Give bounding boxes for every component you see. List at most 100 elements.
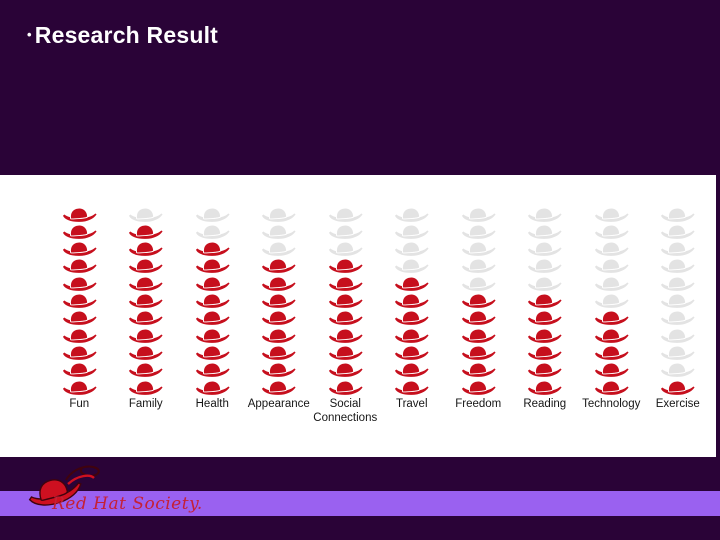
empty-hat-icon	[593, 291, 630, 308]
hat-stack	[260, 205, 297, 395]
chart-column: Health	[179, 205, 246, 412]
empty-hat-icon	[327, 240, 364, 257]
category-label: Appearance	[247, 398, 310, 411]
red-hat-icon	[260, 378, 297, 395]
empty-hat-icon	[593, 257, 630, 274]
empty-hat-icon	[593, 222, 630, 239]
red-hat-icon	[127, 240, 164, 257]
red-hat-icon	[127, 222, 164, 239]
category-label: Freedom	[455, 398, 502, 411]
category-label: Reading	[523, 398, 567, 411]
red-hat-icon	[593, 361, 630, 378]
red-hat-icon	[327, 291, 364, 308]
hat-stack	[393, 205, 430, 395]
red-hat-icon	[127, 257, 164, 274]
empty-hat-icon	[460, 257, 497, 274]
empty-hat-icon	[127, 205, 164, 222]
red-hat-icon	[61, 326, 98, 343]
category-label: Technology	[582, 398, 641, 411]
empty-hat-icon	[393, 222, 430, 239]
red-hat-icon	[127, 378, 164, 395]
empty-hat-icon	[659, 309, 696, 326]
red-hat-icon	[393, 378, 430, 395]
slide-title: • Research Result	[27, 22, 218, 49]
empty-hat-icon	[659, 326, 696, 343]
red-hat-icon	[393, 343, 430, 360]
empty-hat-icon	[526, 222, 563, 239]
red-hat-icon	[593, 326, 630, 343]
category-label: Fun	[69, 398, 90, 411]
empty-hat-icon	[659, 240, 696, 257]
red-hat-icon	[127, 326, 164, 343]
category-label: Travel	[395, 398, 428, 411]
slide-title-text: Research Result	[34, 22, 219, 48]
red-hat-icon	[61, 343, 98, 360]
red-hat-icon	[460, 291, 497, 308]
red-hat-icon	[127, 361, 164, 378]
empty-hat-icon	[327, 205, 364, 222]
red-hat-icon	[194, 361, 231, 378]
red-hat-icon	[194, 257, 231, 274]
empty-hat-icon	[260, 240, 297, 257]
red-hat-icon	[460, 378, 497, 395]
red-hat-icon	[460, 361, 497, 378]
red-hat-icon	[260, 326, 297, 343]
chart-column: Appearance	[246, 205, 313, 412]
empty-hat-icon	[460, 240, 497, 257]
red-hat-icon	[61, 291, 98, 308]
empty-hat-icon	[526, 257, 563, 274]
empty-hat-icon	[659, 361, 696, 378]
chart-column: Family	[113, 205, 180, 412]
red-hat-icon	[61, 257, 98, 274]
red-hat-icon	[526, 291, 563, 308]
hat-stack	[659, 205, 696, 395]
chart-column: Technology	[578, 205, 645, 412]
chart-column: Exercise	[645, 205, 712, 412]
red-hat-icon	[526, 361, 563, 378]
empty-hat-icon	[659, 274, 696, 291]
empty-hat-icon	[393, 257, 430, 274]
red-hat-icon	[393, 326, 430, 343]
red-hat-icon	[460, 343, 497, 360]
empty-hat-icon	[659, 291, 696, 308]
hat-stack	[327, 205, 364, 395]
red-hat-icon	[61, 309, 98, 326]
red-hat-icon	[526, 378, 563, 395]
red-hat-icon	[194, 343, 231, 360]
red-hat-icon	[61, 240, 98, 257]
logo-text: Red Hat Society.	[52, 494, 203, 514]
hat-stack	[593, 205, 630, 395]
red-hat-icon	[260, 309, 297, 326]
red-hat-icon	[194, 274, 231, 291]
empty-hat-icon	[526, 205, 563, 222]
red-hat-icon	[194, 378, 231, 395]
red-hat-icon	[393, 274, 430, 291]
red-hat-icon	[260, 361, 297, 378]
red-hat-icon	[61, 274, 98, 291]
empty-hat-icon	[393, 240, 430, 257]
red-hat-icon	[460, 326, 497, 343]
red-hat-icon	[127, 274, 164, 291]
empty-hat-icon	[393, 205, 430, 222]
red-hat-icon	[194, 326, 231, 343]
red-hat-icon	[260, 291, 297, 308]
empty-hat-icon	[593, 205, 630, 222]
empty-hat-icon	[260, 205, 297, 222]
category-label: Health	[195, 398, 229, 411]
category-label: Social Connections	[313, 398, 378, 424]
empty-hat-icon	[260, 222, 297, 239]
chart-column: Reading	[512, 205, 579, 412]
red-hat-icon	[194, 291, 231, 308]
hat-stack	[194, 205, 231, 395]
red-hat-icon	[327, 274, 364, 291]
red-hat-icon	[327, 361, 364, 378]
chart-column: Travel	[379, 205, 446, 412]
empty-hat-icon	[593, 274, 630, 291]
red-hat-icon	[194, 240, 231, 257]
hat-stack	[127, 205, 164, 395]
red-hat-icon	[393, 309, 430, 326]
pictogram-chart: Fun Family Health Appearance Social Connecti…	[0, 175, 716, 457]
hat-stack	[526, 205, 563, 395]
category-label: Exercise	[655, 398, 700, 411]
empty-hat-icon	[659, 257, 696, 274]
